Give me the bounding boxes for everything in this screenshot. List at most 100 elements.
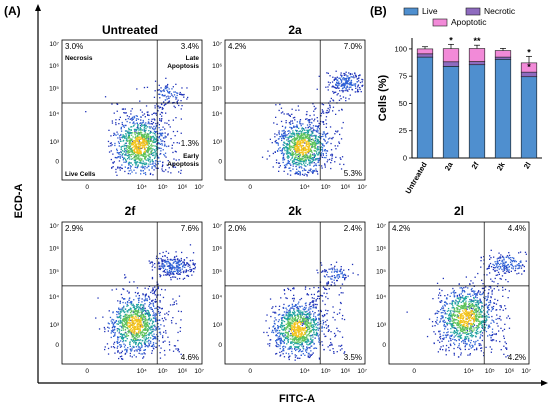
x-tick-labels: 0 10⁴ 10⁵ 10⁶ 10⁷ bbox=[412, 368, 531, 375]
y-tick-label: 10⁶ bbox=[376, 246, 386, 253]
bar-y-tick-label: 75 bbox=[399, 72, 407, 81]
y-tick-label: 0 bbox=[218, 158, 222, 165]
bar-segment-live bbox=[494, 58, 512, 159]
y-tick-label: 10⁵ bbox=[212, 268, 222, 275]
y-tick-labels: 10⁷ 10⁶ 10⁵ 10⁴ 10³ 0 bbox=[376, 223, 387, 349]
x-tick-labels: 0 10⁴ 10⁵ 10⁶ 10⁷ bbox=[248, 184, 367, 191]
y-tick-label: 10³ bbox=[213, 139, 223, 146]
dot-cloud bbox=[261, 70, 364, 177]
bar-segment-necrotic bbox=[494, 56, 512, 60]
bar-y-tick-label: 25 bbox=[399, 126, 407, 135]
y-tick-label: 10⁵ bbox=[49, 86, 59, 93]
y-tick-label: 10⁵ bbox=[376, 268, 386, 275]
flow-plot-1: 10⁷ 10⁶ 10⁵ 10⁴ 10³ 0 0 10⁴ 10⁵ 10⁶ 10⁷ Untreated 3.… bbox=[49, 23, 205, 191]
y-tick-label: 10⁴ bbox=[212, 294, 222, 301]
y-tick-label: 0 bbox=[218, 342, 222, 349]
plot-title: 2a bbox=[288, 23, 302, 37]
quad-necrosis-label: Necrosis bbox=[65, 55, 93, 62]
y-tick-label: 0 bbox=[55, 158, 59, 165]
y-tick-label: 10⁷ bbox=[376, 223, 386, 230]
legend-swatch bbox=[432, 18, 448, 27]
y-tick-label: 0 bbox=[55, 342, 59, 349]
x-tick-label: 10⁶ bbox=[504, 368, 514, 375]
significance-mark: * bbox=[527, 47, 531, 57]
y-tick-label: 10³ bbox=[50, 322, 60, 329]
x-tick-label: 10⁷ bbox=[521, 368, 531, 375]
x-tick-label: 10⁶ bbox=[177, 368, 187, 375]
y-tick-label: 10⁶ bbox=[49, 246, 59, 253]
bar-category-label: 2f bbox=[470, 160, 481, 171]
bar-segment-apoptotic bbox=[416, 48, 434, 55]
plot-title: 2l bbox=[454, 204, 464, 218]
y-tick-label: 10⁵ bbox=[49, 268, 59, 275]
x-tick-label: 10⁷ bbox=[194, 184, 204, 191]
dot-cloud bbox=[406, 249, 527, 358]
bar-segment-live bbox=[520, 76, 538, 159]
dot-cloud bbox=[263, 261, 359, 361]
pct-upper-right: 2.4% bbox=[344, 224, 362, 233]
dot-cloud bbox=[95, 244, 196, 360]
bar-segment-necrotic bbox=[520, 71, 538, 78]
flow-plot-5: 10⁷ 10⁶ 10⁵ 10⁴ 10³ 0 0 10⁴ 10⁵ 10⁶ 10⁷ 2l 4.2% 4.4% 4… bbox=[376, 204, 532, 375]
bar-segment-live bbox=[416, 56, 434, 159]
quad-late-label-2: Apoptosis bbox=[167, 63, 199, 70]
quad-late-label-1: Late bbox=[186, 55, 200, 62]
flow-plot-4: 10⁷ 10⁶ 10⁵ 10⁴ 10³ 0 0 10⁴ 10⁵ 10⁶ 10⁷ 2k 2.0% 2.4% 3… bbox=[212, 204, 368, 375]
y-tick-labels: 10⁷ 10⁶ 10⁵ 10⁴ 10³ 0 bbox=[49, 223, 60, 349]
x-tick-label: 10⁴ bbox=[300, 184, 310, 191]
x-tick-labels: 0 10⁴ 10⁵ 10⁶ 10⁷ bbox=[85, 184, 204, 191]
y-tick-label: 10³ bbox=[213, 322, 223, 329]
y-tick-label: 10⁷ bbox=[49, 41, 59, 48]
x-tick-labels: 0 10⁴ 10⁵ 10⁶ 10⁷ bbox=[85, 368, 204, 375]
x-tick-label: 10⁴ bbox=[464, 368, 474, 375]
y-tick-label: 10⁵ bbox=[212, 86, 222, 93]
pct-upper-left: 4.2% bbox=[392, 224, 410, 233]
x-tick-label: 10⁶ bbox=[340, 184, 350, 191]
quad-early-label-2: Apoptosis bbox=[167, 161, 199, 168]
y-tick-label: 10⁴ bbox=[212, 111, 222, 118]
bar-segment-live bbox=[442, 66, 460, 159]
x-tick-label: 10⁴ bbox=[137, 368, 147, 375]
pct-lower-right: 1.3% bbox=[181, 139, 199, 148]
bar-segment-necrotic bbox=[442, 61, 460, 67]
y-tick-label: 0 bbox=[382, 342, 386, 349]
x-axis-title: FITC-A bbox=[279, 393, 315, 405]
x-tick-label: 10⁴ bbox=[300, 368, 310, 375]
panel-a-y-arrow bbox=[35, 4, 41, 11]
pct-upper-right: 4.4% bbox=[508, 224, 526, 233]
plot-title: Untreated bbox=[102, 23, 158, 37]
y-tick-label: 10⁶ bbox=[212, 63, 222, 70]
x-tick-label: 10⁵ bbox=[321, 184, 331, 191]
x-tick-label: 10⁶ bbox=[340, 368, 350, 375]
pct-upper-right: 7.0% bbox=[344, 42, 362, 51]
x-tick-labels: 0 10⁴ 10⁵ 10⁶ 10⁷ bbox=[248, 368, 367, 375]
bar-segment-necrotic bbox=[468, 61, 486, 66]
x-tick-label: 10⁵ bbox=[158, 368, 168, 375]
pct-lower-right: 3.5% bbox=[344, 353, 362, 362]
pct-upper-left: 2.9% bbox=[65, 224, 83, 233]
bar-y-label: Cells (%) bbox=[377, 74, 389, 121]
significance-mark-inner: * bbox=[527, 62, 531, 72]
x-tick-label: 10⁷ bbox=[194, 368, 204, 375]
y-tick-label: 10⁶ bbox=[49, 63, 59, 70]
bar-category-label: Untreated bbox=[403, 160, 429, 195]
legend-swatch bbox=[465, 7, 481, 16]
bar-category-label: 2k bbox=[495, 160, 507, 172]
y-tick-label: 10⁷ bbox=[212, 223, 222, 230]
panel-a-label: (A) bbox=[4, 4, 21, 18]
x-tick-label: 10⁷ bbox=[357, 368, 367, 375]
bar-segment-live bbox=[468, 64, 486, 159]
pct-upper-right: 7.6% bbox=[181, 224, 199, 233]
pct-upper-right: 3.4% bbox=[181, 42, 199, 51]
legend-swatch bbox=[403, 7, 419, 16]
bar-segment-apoptotic bbox=[468, 48, 486, 62]
y-tick-label: 10⁴ bbox=[49, 294, 59, 301]
x-tick-label: 10⁵ bbox=[158, 184, 168, 191]
pct-upper-left: 3.0% bbox=[65, 42, 83, 51]
bar-segment-necrotic bbox=[416, 53, 434, 58]
x-tick-label: 10⁷ bbox=[357, 184, 367, 191]
y-tick-label: 10³ bbox=[50, 139, 60, 146]
bar-y-tick-label: 0 bbox=[403, 154, 407, 163]
y-tick-label: 10⁴ bbox=[376, 294, 386, 301]
